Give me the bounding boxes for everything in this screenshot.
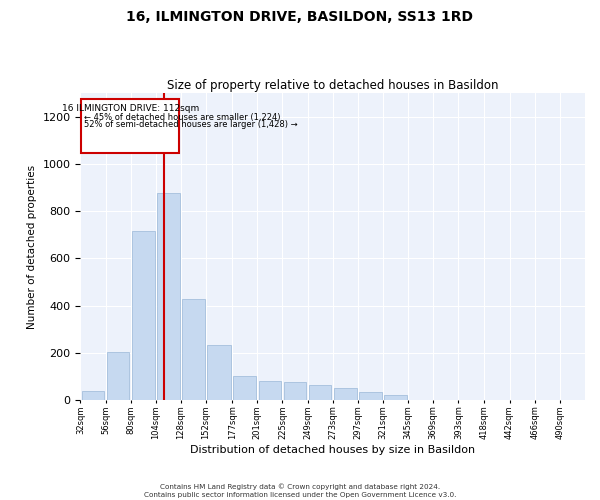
Bar (284, 382, 307, 400)
Bar (359, 392, 382, 400)
Bar (107, 352, 130, 400)
Title: Size of property relative to detached houses in Basildon: Size of property relative to detached ho… (167, 79, 499, 92)
Y-axis label: Number of detached properties: Number of detached properties (27, 164, 37, 328)
Bar (309, 384, 331, 400)
Bar (82, 390, 104, 400)
Bar (157, 194, 179, 400)
Text: 16 ILMINGTON DRIVE: 112sqm: 16 ILMINGTON DRIVE: 112sqm (62, 104, 199, 114)
Bar (384, 396, 407, 400)
Text: 52% of semi-detached houses are larger (1,428) →: 52% of semi-detached houses are larger (… (83, 120, 297, 130)
Text: ← 45% of detached houses are smaller (1,224): ← 45% of detached houses are smaller (1,… (83, 113, 280, 122)
X-axis label: Distribution of detached houses by size in Basildon: Distribution of detached houses by size … (190, 445, 475, 455)
Bar (259, 381, 281, 400)
Bar (182, 298, 205, 400)
Bar (132, 231, 155, 400)
Text: 16, ILMINGTON DRIVE, BASILDON, SS13 1RD: 16, ILMINGTON DRIVE, BASILDON, SS13 1RD (127, 10, 473, 24)
Bar (334, 388, 356, 400)
Text: Contains HM Land Registry data © Crown copyright and database right 2024.
Contai: Contains HM Land Registry data © Crown c… (144, 484, 456, 498)
FancyBboxPatch shape (82, 99, 179, 154)
Bar (233, 376, 256, 400)
Bar (208, 344, 231, 400)
